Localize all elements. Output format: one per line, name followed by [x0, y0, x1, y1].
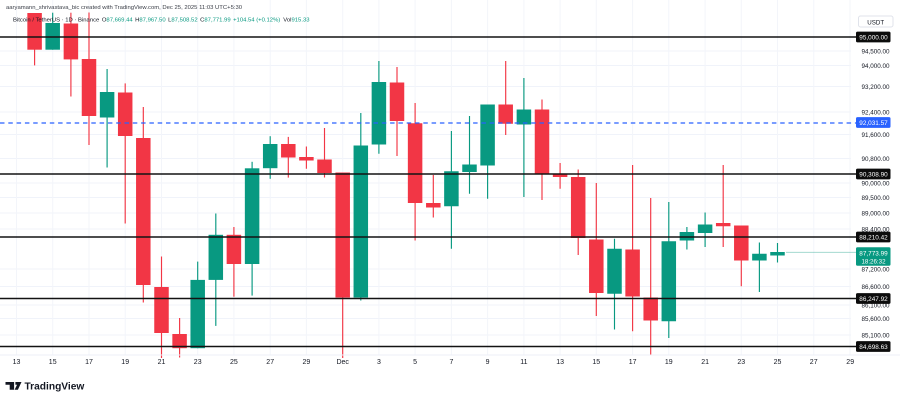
- svg-text:5: 5: [413, 359, 417, 366]
- svg-text:Bitcoin / TetherUS · 1D · Bina: Bitcoin / TetherUS · 1D · Binance O87,669…: [13, 17, 310, 23]
- svg-text:92,031.57: 92,031.57: [859, 120, 888, 127]
- svg-text:21: 21: [158, 359, 166, 366]
- svg-text:86,247.92: 86,247.92: [859, 296, 888, 303]
- svg-text:29: 29: [846, 359, 854, 366]
- svg-text:25: 25: [774, 359, 782, 366]
- svg-text:aaryamann_shrivastava_bic crea: aaryamann_shrivastava_bic created with T…: [6, 5, 243, 11]
- svg-text:13: 13: [556, 359, 564, 366]
- svg-text:89,500.00: 89,500.00: [862, 195, 891, 202]
- svg-text:18:26:32: 18:26:32: [861, 259, 886, 266]
- svg-text:94,500.00: 94,500.00: [862, 48, 891, 55]
- svg-text:84,698.63: 84,698.63: [859, 344, 888, 351]
- svg-text:85,600.00: 85,600.00: [862, 316, 891, 323]
- svg-text:90,800.00: 90,800.00: [862, 156, 891, 163]
- svg-text:17: 17: [85, 359, 93, 366]
- svg-text:88,400.00: 88,400.00: [862, 226, 891, 233]
- svg-text:27: 27: [266, 359, 274, 366]
- svg-text:25: 25: [230, 359, 238, 366]
- svg-text:95,000.00: 95,000.00: [859, 34, 888, 41]
- svg-text:93,200.00: 93,200.00: [862, 84, 891, 91]
- svg-text:94,000.00: 94,000.00: [862, 63, 891, 70]
- svg-text:11: 11: [520, 359, 527, 366]
- svg-text:23: 23: [194, 359, 202, 366]
- svg-text:Dec: Dec: [336, 359, 349, 366]
- svg-text:89,000.00: 89,000.00: [862, 210, 891, 217]
- svg-text:21: 21: [701, 359, 709, 366]
- svg-text:88,210.42: 88,210.42: [859, 234, 888, 241]
- svg-text:3: 3: [377, 359, 381, 366]
- svg-text:87,773.99: 87,773.99: [859, 251, 888, 258]
- svg-text:86,600.00: 86,600.00: [862, 284, 891, 291]
- svg-text:87,200.00: 87,200.00: [862, 266, 891, 273]
- svg-text:USDT: USDT: [867, 19, 884, 26]
- svg-text:85,100.00: 85,100.00: [862, 332, 891, 339]
- svg-text:7: 7: [449, 359, 453, 366]
- svg-text:29: 29: [303, 359, 311, 366]
- svg-text:17: 17: [629, 359, 637, 366]
- svg-text:92,400.00: 92,400.00: [862, 109, 891, 116]
- svg-text:23: 23: [737, 359, 745, 366]
- svg-text:15: 15: [592, 359, 600, 366]
- svg-text:86,100.00: 86,100.00: [862, 302, 891, 309]
- svg-text:TradingView: TradingView: [25, 381, 85, 392]
- svg-text:27: 27: [810, 359, 818, 366]
- svg-text:9: 9: [486, 359, 490, 366]
- svg-text:19: 19: [665, 359, 673, 366]
- svg-text:90,000.00: 90,000.00: [862, 180, 891, 187]
- svg-text:90,308.90: 90,308.90: [859, 171, 888, 178]
- svg-text:13: 13: [13, 359, 21, 366]
- svg-text:19: 19: [121, 359, 129, 366]
- svg-text:15: 15: [49, 359, 57, 366]
- svg-text:91,600.00: 91,600.00: [862, 132, 891, 139]
